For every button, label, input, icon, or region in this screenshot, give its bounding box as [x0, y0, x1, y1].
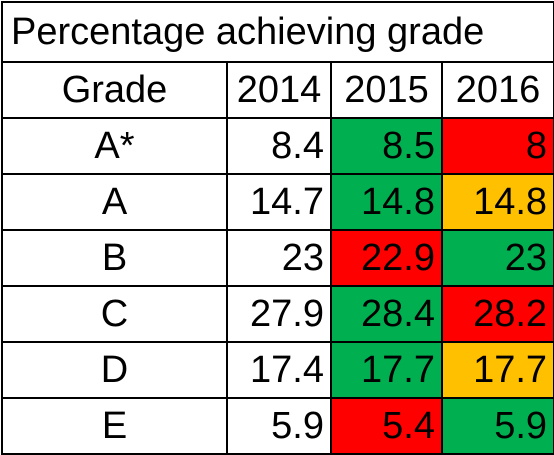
value-cell-2016: 17.7: [440, 341, 554, 399]
value-cell-2014: 8.4: [226, 117, 332, 175]
value-cell-2015: 17.7: [330, 341, 443, 399]
value-cell-2015: 5.4: [330, 397, 443, 455]
table-row: A* 8.4 8.5 8: [1, 117, 554, 175]
value-cell-2015: 8.5: [330, 117, 443, 175]
value-cell-2015: 14.8: [330, 173, 443, 231]
table-row: D 17.4 17.7 17.7: [1, 341, 554, 399]
grade-cell: D: [1, 341, 228, 399]
table-row: A 14.7 14.8 14.8: [1, 173, 554, 231]
value-cell-2016: 23: [440, 229, 554, 287]
value-cell-2016: 14.8: [440, 173, 554, 231]
value-cell-2016: 8: [440, 117, 554, 175]
grade-cell: A: [1, 173, 228, 231]
value-cell-2014: 27.9: [226, 285, 332, 343]
grade-cell: B: [1, 229, 228, 287]
value-cell-2014: 17.4: [226, 341, 332, 399]
header-row: Grade 2014 2015 2016: [1, 61, 554, 119]
title-row: Percentage achieving grade: [0, 1, 554, 63]
value-cell-2015: 28.4: [330, 285, 443, 343]
value-cell-2015: 22.9: [330, 229, 443, 287]
grade-cell: A*: [1, 117, 228, 175]
header-2016: 2016: [440, 61, 554, 119]
value-cell-2016: 28.2: [440, 285, 554, 343]
value-cell-2014: 5.9: [226, 397, 332, 455]
header-2015: 2015: [330, 61, 443, 119]
header-2014: 2014: [226, 61, 332, 119]
table-row: C 27.9 28.4 28.2: [1, 285, 554, 343]
table-row: B 23 22.9 23: [1, 229, 554, 287]
value-cell-2014: 14.7: [226, 173, 332, 231]
table-title: Percentage achieving grade: [0, 1, 554, 63]
grade-cell: E: [1, 397, 228, 455]
header-grade: Grade: [1, 61, 228, 119]
value-cell-2014: 23: [226, 229, 332, 287]
grade-cell: C: [1, 285, 228, 343]
table-row: E 5.9 5.4 5.9: [1, 397, 554, 455]
value-cell-2016: 5.9: [440, 397, 554, 455]
